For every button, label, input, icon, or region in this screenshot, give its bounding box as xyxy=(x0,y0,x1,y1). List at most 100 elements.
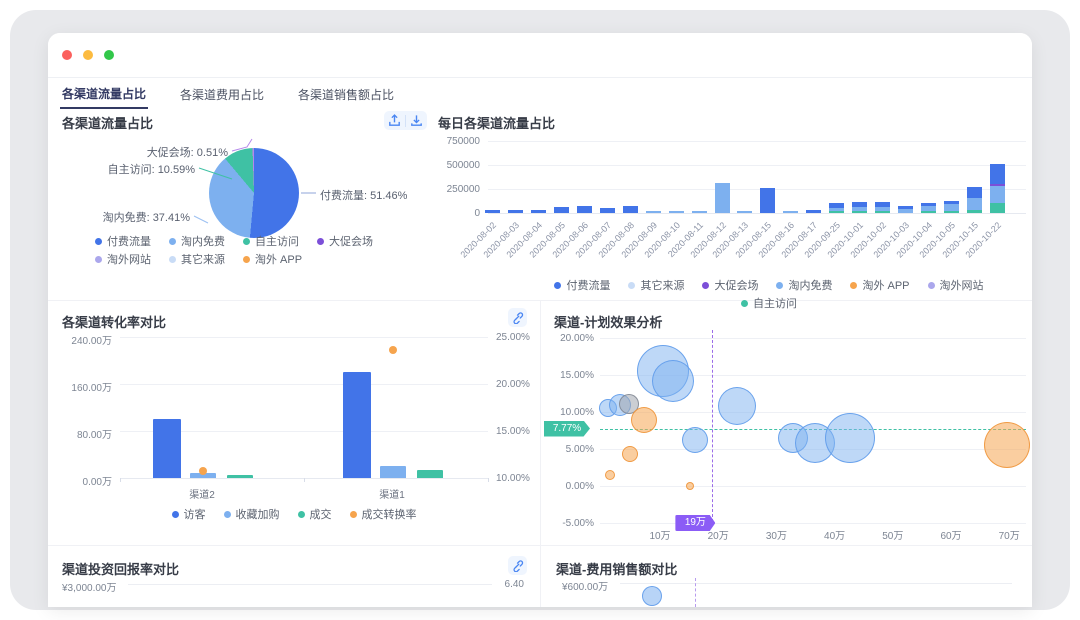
gridline xyxy=(488,141,1026,142)
gridline xyxy=(600,486,1026,487)
stacked-bar[interactable] xyxy=(737,211,753,213)
legend-item[interactable]: 淘内免费 xyxy=(776,277,832,293)
paid-bar-segment xyxy=(966,187,982,198)
stacked-bar[interactable] xyxy=(576,206,592,213)
blue-bubble-point[interactable] xyxy=(717,387,756,426)
paid-legend-dot xyxy=(95,237,102,245)
stacked-bar[interactable] xyxy=(875,201,891,213)
legend-item[interactable]: 访客 xyxy=(171,506,206,522)
pie-legend-area: 付费流量 淘内免费 自主访问 大促会场淘外网站 其它来源 淘外 APP xyxy=(86,233,402,269)
stacked-bar[interactable] xyxy=(553,207,569,213)
stacked-bar[interactable] xyxy=(944,201,959,213)
blue-bubble-point[interactable] xyxy=(651,359,694,402)
成交转换率-point[interactable] xyxy=(389,346,397,355)
zizhu-legend-dot xyxy=(741,299,748,307)
legend: 付费流量 淘内免费 自主访问 大促会场淘外网站 其它来源 淘外 APP xyxy=(86,233,402,269)
stacked-bar[interactable] xyxy=(507,209,523,213)
pie-chart[interactable] xyxy=(209,148,299,238)
link-icon[interactable] xyxy=(508,556,527,575)
legend-item[interactable]: 成交 xyxy=(297,506,332,522)
legend-label: 收藏加购 xyxy=(235,509,280,521)
zoom-window-icon[interactable] xyxy=(104,50,114,60)
gridline xyxy=(488,165,1026,166)
axis-tick xyxy=(120,478,121,482)
legend-item[interactable]: 淘外网站 xyxy=(95,251,151,267)
blue-bubble-point[interactable] xyxy=(681,427,708,454)
stacked-bar[interactable] xyxy=(530,209,546,213)
stacked-bar[interactable] xyxy=(783,211,799,213)
stacked-bar[interactable] xyxy=(852,202,868,213)
收藏加购-bar[interactable] xyxy=(190,473,216,478)
legend-item[interactable]: 自主访问 xyxy=(741,295,797,311)
stacked-bar[interactable] xyxy=(645,211,661,213)
taonei-bar-segment xyxy=(852,207,868,211)
tab-traffic-share[interactable]: 各渠道流量占比 xyxy=(60,79,149,109)
zizhu-bar-segment xyxy=(989,203,1005,213)
paid-bar-segment xyxy=(989,163,1005,184)
tab-sales-share[interactable]: 各渠道销售额占比 xyxy=(298,87,395,102)
minimize-window-icon[interactable] xyxy=(83,50,93,60)
收藏加购-bar[interactable] xyxy=(380,466,406,478)
download-icon[interactable] xyxy=(409,113,424,128)
stacked-bar[interactable] xyxy=(691,211,707,213)
stacked-bar[interactable] xyxy=(668,211,684,213)
legend: 访客 收藏加购 成交 成交转换率 xyxy=(114,506,474,524)
stacked-bar[interactable] xyxy=(898,205,914,213)
legend-item[interactable]: 淘外 APP xyxy=(243,251,302,267)
left-axis-tick-label: 80.00万 xyxy=(76,430,112,441)
y-axis-tick-label: 0 xyxy=(474,208,480,219)
stacked-bar[interactable] xyxy=(966,187,982,213)
app-legend-dot xyxy=(349,510,357,518)
访客-bar[interactable] xyxy=(343,372,371,478)
orange-bubble-point[interactable] xyxy=(631,407,658,434)
orange-bubble-point[interactable] xyxy=(983,421,1030,468)
成交-bar[interactable] xyxy=(417,470,443,478)
成交-bar[interactable] xyxy=(227,475,253,478)
访客-bar[interactable] xyxy=(153,419,181,478)
legend-item[interactable]: 付费流量 xyxy=(554,277,610,293)
legend-item[interactable]: 其它来源 xyxy=(628,277,684,293)
stacked-bar[interactable] xyxy=(829,202,845,213)
legend-item[interactable]: 自主访问 xyxy=(243,233,299,249)
stacked-bar[interactable] xyxy=(989,163,1005,213)
legend-label: 其它来源 xyxy=(181,254,225,266)
bubble-chart-title: 渠道-计划效果分析 xyxy=(554,315,663,330)
link-icon[interactable] xyxy=(508,308,527,327)
stacked-bar[interactable] xyxy=(921,202,937,213)
legend-item[interactable]: 收藏加购 xyxy=(223,506,280,522)
legend-item[interactable]: 成交转换率 xyxy=(349,506,417,522)
close-window-icon[interactable] xyxy=(62,50,72,60)
orange-bubble-point[interactable] xyxy=(686,482,695,490)
legend-item[interactable]: 淘内免费 xyxy=(169,233,225,249)
legend-label: 付费流量 xyxy=(107,236,151,248)
left-axis-tick-label: 160.00万 xyxy=(71,383,112,394)
bubble-point[interactable] xyxy=(642,586,662,606)
blue-bubble-point[interactable] xyxy=(824,412,875,463)
legend-item[interactable]: 其它来源 xyxy=(169,251,225,267)
成交转换率-point[interactable] xyxy=(199,467,207,476)
daily-bar-card: 每日各渠道流量占比 750000 500000 250000 0 2020-08-02 2… xyxy=(434,109,1032,310)
tab-cost-share[interactable]: 各渠道费用占比 xyxy=(180,87,265,102)
legend-label: 大促会场 xyxy=(714,280,759,292)
export-icon[interactable] xyxy=(387,113,402,128)
legend-item[interactable]: 淘外 APP xyxy=(850,277,910,293)
stacked-bar[interactable] xyxy=(622,206,638,213)
x-axis-tick-label: 20万 xyxy=(707,531,729,542)
legend-item[interactable]: 大促会场 xyxy=(317,233,373,249)
stacked-bar[interactable] xyxy=(714,183,730,213)
legend-item[interactable]: 大促会场 xyxy=(702,277,758,293)
paid-legend-dot xyxy=(554,281,562,289)
x-axis-tick-label: 10万 xyxy=(649,531,671,542)
legend-item[interactable]: 淘外网站 xyxy=(927,277,984,293)
legend-item[interactable]: 付费流量 xyxy=(95,233,151,249)
gray-bubble-point[interactable] xyxy=(619,393,640,414)
taonei-bar-segment xyxy=(691,211,707,213)
orange-bubble-point[interactable] xyxy=(621,446,638,463)
stacked-bar[interactable] xyxy=(599,207,615,213)
orange-bubble-point[interactable] xyxy=(604,469,615,480)
stacked-bar[interactable] xyxy=(760,188,776,213)
x-axis-tick-label: 40万 xyxy=(824,531,846,542)
right-axis-tick-label: 20.00% xyxy=(496,379,530,390)
stacked-bar[interactable] xyxy=(806,210,822,213)
stacked-bar[interactable] xyxy=(485,210,500,213)
